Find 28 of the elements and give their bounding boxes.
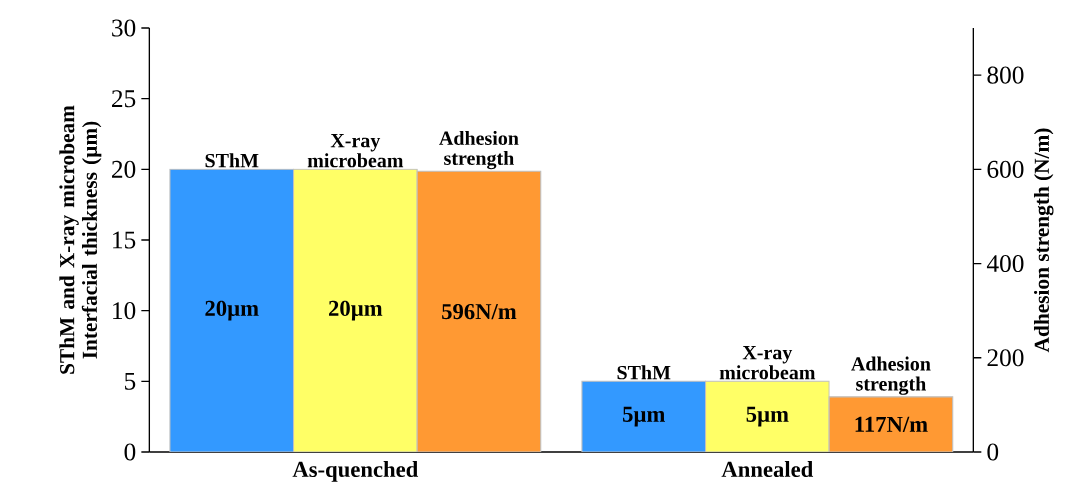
series-label: Adhesion strength — [851, 356, 931, 395]
y-axis-title: SThM and X-ray microbeam Interfacial thickness (µm) — [59, 105, 102, 374]
y2-axis-title: Adhesion strength (N/m) — [1033, 128, 1054, 353]
series-label: SThM — [205, 153, 259, 168]
data-label: 117N/m — [855, 416, 928, 432]
y-tick-label: 5 — [125, 372, 136, 390]
y-tick-label: 30 — [112, 19, 136, 37]
text: X-ray microbeam — [719, 345, 816, 380]
y-tick-label: 0 — [124, 443, 136, 461]
data-label: 5µm — [623, 406, 665, 427]
data-label: 596N/m — [442, 303, 517, 320]
x-tick-label: Annealed — [721, 461, 814, 478]
text: SThM — [617, 365, 671, 380]
data-label: 20µm — [329, 300, 383, 321]
data-label: 20µm — [205, 300, 259, 321]
y2-tick-label: 800 — [987, 66, 1024, 84]
y2-tick-label: 0 — [987, 443, 999, 461]
series-label: X-ray microbeam — [307, 133, 404, 168]
y2-tick-label: 200 — [987, 349, 1024, 367]
y-tick-label: 20 — [112, 160, 136, 178]
y-tick-label: 25 — [112, 90, 136, 108]
y-tick-label: 10 — [113, 302, 136, 320]
y2-tick-label: 400 — [986, 254, 1024, 273]
data-label: 5µm — [746, 406, 789, 427]
y2-tick-label: 600 — [987, 160, 1024, 178]
text: Adhesion strength — [439, 130, 519, 170]
y-tick-label: 15 — [113, 231, 136, 249]
x-tick-label: As-quenched — [292, 461, 419, 482]
